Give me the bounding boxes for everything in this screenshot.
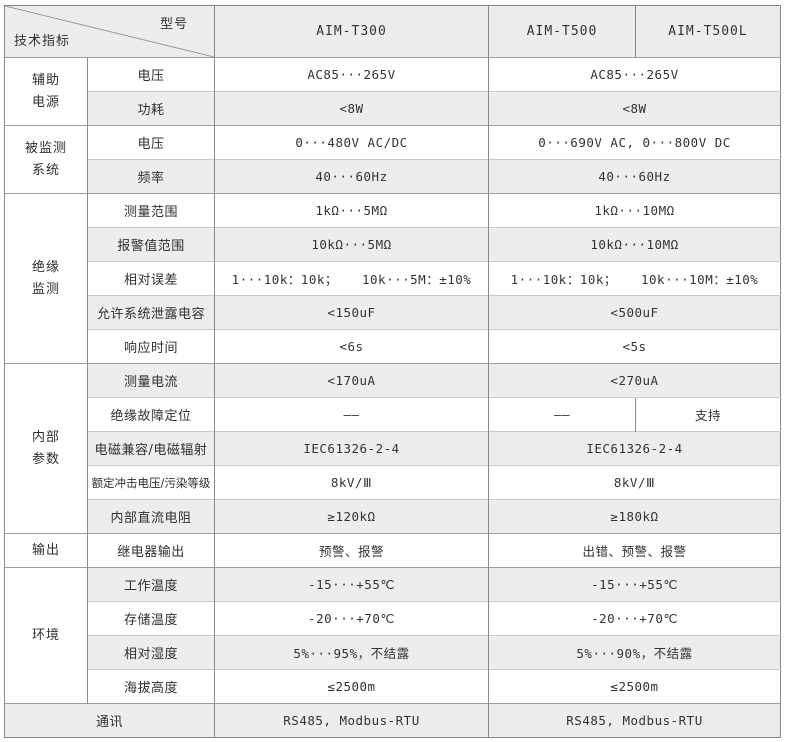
value-aim-t300: 预警、报警	[214, 533, 489, 568]
row-internal-dc-resistance: 内部直流电阻 ≥120kΩ ≥180kΩ	[5, 499, 781, 534]
row-leakage-capacitance: 允许系统泄露电容 <150uF <500uF	[5, 295, 781, 330]
row-relative-humidity: 相对湿度 5%···95%，不结露 5%···90%，不结露	[5, 635, 781, 670]
value-aim-t500-t500l: RS485, Modbus-RTU	[488, 703, 781, 738]
param-label: 响应时间	[87, 329, 215, 364]
value-aim-t500-t500l: ≥180kΩ	[488, 499, 781, 534]
param-label: 电磁兼容/电磁辐射	[87, 431, 215, 466]
row-measure-range: 绝缘 监测 测量范围 1kΩ···5MΩ 1kΩ···10MΩ	[4, 193, 781, 364]
value-aim-t300: <150uF	[214, 295, 489, 330]
param-label: 报警值范围	[87, 227, 215, 262]
model-header-aim-t500l: AIM-T500L	[635, 5, 781, 58]
group-label-aux-power: 辅助 电源	[4, 57, 88, 126]
row-measuring-current: 内部 参数 测量电流 <170uA <270uA	[4, 363, 781, 534]
param-label: 继电器输出	[87, 533, 215, 568]
value-aim-t500-t500l: 1···10k：10k； 10k···10M：±10%	[488, 261, 781, 296]
value-aim-t300: -15···+55℃	[214, 567, 489, 602]
value-aim-t500-t500l: 8kV/Ⅲ	[488, 465, 781, 500]
param-label: 海拔高度	[87, 669, 215, 704]
value-aim-t300: 10kΩ···5MΩ	[214, 227, 489, 262]
group-label-monitored-system: 被监测 系统	[4, 125, 88, 194]
param-label: 绝缘故障定位	[87, 397, 215, 432]
value-aim-t300: 40···60Hz	[214, 159, 489, 194]
value-aim-t500-t500l: <270uA	[488, 363, 781, 398]
model-header-aim-t500: AIM-T500	[488, 5, 636, 58]
row-communication: 通讯 RS485, Modbus-RTU RS485, Modbus-RTU	[4, 703, 781, 738]
value-aim-t300: <170uA	[214, 363, 489, 398]
spec-table: 型号 技术指标 AIM-T300 AIM-T500 AIM-T500L 辅助 电…	[4, 5, 781, 738]
row-altitude: 海拔高度 ≤2500m ≤2500m	[5, 669, 781, 704]
value-aim-t300: AC85···265V	[214, 57, 489, 92]
value-aim-t500: ——	[488, 397, 636, 432]
param-label: 存储温度	[87, 601, 215, 636]
row-aux-power-consumption: 功耗 <8W <8W	[5, 91, 781, 126]
group-label-internal-parameters: 内部 参数	[4, 363, 88, 534]
param-label: 频率	[87, 159, 215, 194]
value-aim-t300: -20···+70℃	[214, 601, 489, 636]
header-row: 型号 技术指标 AIM-T300 AIM-T500 AIM-T500L	[4, 5, 781, 58]
corner-diagonal-line	[5, 6, 214, 57]
value-aim-t300: IEC61326-2-4	[214, 431, 489, 466]
communication-label: 通讯	[4, 703, 215, 738]
param-label: 测量电流	[87, 363, 215, 398]
value-aim-t300: RS485, Modbus-RTU	[214, 703, 489, 738]
value-aim-t500-t500l: -20···+70℃	[488, 601, 781, 636]
corner-cell: 型号 技术指标	[4, 5, 215, 58]
value-aim-t500-t500l: 10kΩ···10MΩ	[488, 227, 781, 262]
group-label-output: 输出	[4, 533, 88, 568]
value-aim-t500-t500l: 5%···90%，不结露	[488, 635, 781, 670]
row-relay-output: 输出 继电器输出 预警、报警 出错、预警、报警	[4, 533, 781, 568]
value-aim-t300: 1···10k：10k； 10k···5M：±10%	[214, 261, 489, 296]
value-aim-t500-t500l: AC85···265V	[488, 57, 781, 92]
value-aim-t500-t500l: -15···+55℃	[488, 567, 781, 602]
row-emc: 电磁兼容/电磁辐射 IEC61326-2-4 IEC61326-2-4	[5, 431, 781, 466]
value-aim-t300: ——	[214, 397, 489, 432]
row-operating-temperature: 环境 工作温度 -15···+55℃ -15···+55℃	[4, 567, 781, 704]
value-aim-t500-t500l: IEC61326-2-4	[488, 431, 781, 466]
value-aim-t500l: 支持	[635, 397, 781, 432]
param-label: 功耗	[87, 91, 215, 126]
param-label: 允许系统泄露电容	[87, 295, 215, 330]
param-label: 相对湿度	[87, 635, 215, 670]
param-label: 电压	[87, 57, 215, 92]
row-aux-voltage: 辅助 电源 电压 AC85···265V AC85···265V	[4, 57, 781, 126]
param-label: 工作温度	[87, 567, 215, 602]
value-aim-t500-t500l: <8W	[488, 91, 781, 126]
value-aim-t300: <6s	[214, 329, 489, 364]
corner-label-model: 型号	[159, 17, 188, 32]
row-monitored-voltage: 被监测 系统 电压 0···480V AC/DC 0···690V AC, 0·…	[4, 125, 781, 194]
value-aim-t500-t500l: ≤2500m	[488, 669, 781, 704]
row-response-time: 响应时间 <6s <5s	[5, 329, 781, 364]
param-label: 测量范围	[87, 193, 215, 228]
param-label: 电压	[87, 125, 215, 160]
value-aim-t500-t500l: 40···60Hz	[488, 159, 781, 194]
param-label: 内部直流电阻	[87, 499, 215, 534]
value-aim-t300: 5%···95%，不结露	[214, 635, 489, 670]
value-aim-t500-t500l: 0···690V AC, 0···800V DC	[488, 125, 781, 160]
row-impulse-voltage: 额定冲击电压/污染等级 8kV/Ⅲ 8kV/Ⅲ	[5, 465, 781, 500]
value-aim-t500-t500l: 1kΩ···10MΩ	[488, 193, 781, 228]
row-relative-error: 相对误差 1···10k：10k； 10k···5M：±10% 1···10k：…	[5, 261, 781, 296]
value-aim-t300: 1kΩ···5MΩ	[214, 193, 489, 228]
value-aim-t300: ≤2500m	[214, 669, 489, 704]
group-label-insulation-monitoring: 绝缘 监测	[4, 193, 88, 364]
corner-label-tech-spec: 技术指标	[14, 34, 71, 49]
value-aim-t500-t500l: <500uF	[488, 295, 781, 330]
value-aim-t300: ≥120kΩ	[214, 499, 489, 534]
value-aim-t300: 0···480V AC/DC	[214, 125, 489, 160]
param-label: 相对误差	[87, 261, 215, 296]
row-monitored-frequency: 频率 40···60Hz 40···60Hz	[5, 159, 781, 194]
row-alarm-range: 报警值范围 10kΩ···5MΩ 10kΩ···10MΩ	[5, 227, 781, 262]
model-header-aim-t300: AIM-T300	[214, 5, 489, 58]
value-aim-t300: 8kV/Ⅲ	[214, 465, 489, 500]
row-storage-temperature: 存储温度 -20···+70℃ -20···+70℃	[5, 601, 781, 636]
group-label-environment: 环境	[4, 567, 88, 704]
row-fault-location: 绝缘故障定位 —— —— 支持	[5, 397, 781, 432]
param-label: 额定冲击电压/污染等级	[87, 465, 215, 500]
value-aim-t500-t500l: 出错、预警、报警	[488, 533, 781, 568]
value-aim-t500-t500l: <5s	[488, 329, 781, 364]
value-aim-t300: <8W	[214, 91, 489, 126]
